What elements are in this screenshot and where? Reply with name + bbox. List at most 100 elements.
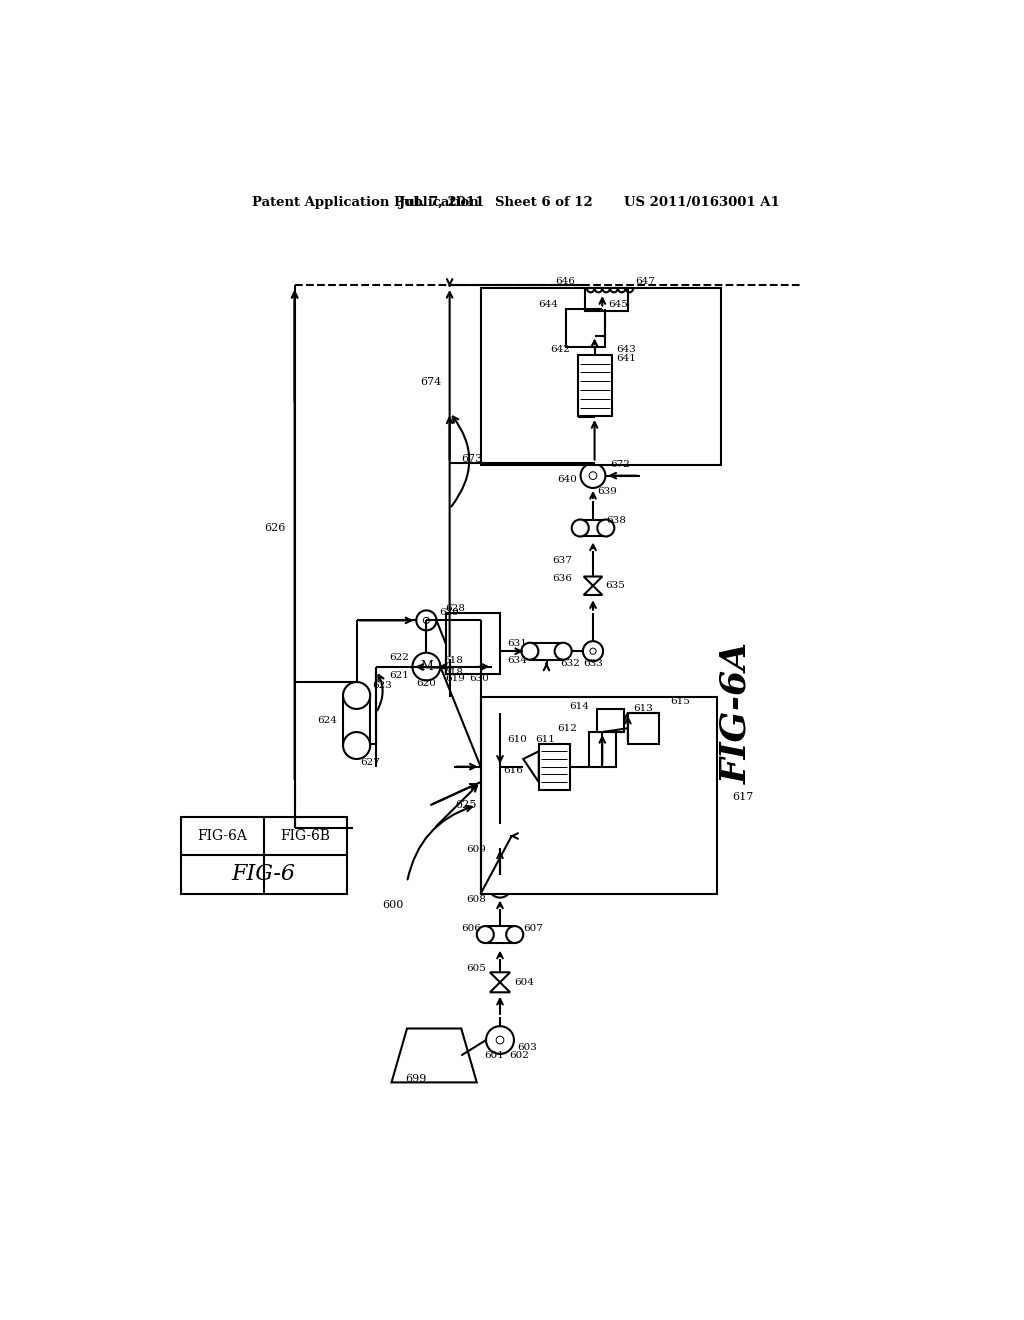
Circle shape — [496, 832, 504, 840]
Text: 646: 646 — [555, 277, 575, 286]
Text: US 2011/0163001 A1: US 2011/0163001 A1 — [624, 195, 779, 209]
Text: FIG-6A: FIG-6A — [197, 829, 247, 843]
Bar — [628, 713, 658, 743]
Text: M: M — [420, 660, 433, 673]
Circle shape — [496, 1036, 504, 1044]
Ellipse shape — [571, 520, 589, 536]
Bar — [566, 309, 604, 347]
Text: 624: 624 — [317, 715, 337, 725]
Text: 631: 631 — [507, 639, 527, 648]
Text: 604: 604 — [514, 978, 534, 987]
Text: 637: 637 — [552, 556, 572, 565]
Text: 606: 606 — [461, 924, 480, 933]
Text: Patent Application Publication: Patent Application Publication — [252, 195, 479, 209]
Circle shape — [590, 648, 596, 655]
Text: 607: 607 — [523, 924, 543, 933]
Ellipse shape — [506, 927, 523, 942]
Text: 645: 645 — [608, 300, 629, 309]
Text: 642: 642 — [550, 345, 569, 354]
Text: 640: 640 — [558, 475, 578, 484]
Text: 618: 618 — [443, 656, 463, 665]
Bar — [180, 817, 347, 894]
Ellipse shape — [343, 733, 371, 759]
Circle shape — [423, 618, 429, 623]
Bar — [589, 733, 616, 767]
Text: 626: 626 — [264, 523, 286, 533]
Text: 627: 627 — [360, 759, 380, 767]
Text: FIG-6: FIG-6 — [231, 863, 296, 886]
Circle shape — [417, 610, 436, 631]
Polygon shape — [523, 751, 539, 781]
Bar — [529, 643, 563, 660]
Text: 613: 613 — [634, 705, 653, 713]
Text: 623: 623 — [372, 681, 392, 690]
Text: 625: 625 — [456, 800, 477, 810]
Circle shape — [486, 1026, 514, 1053]
Text: 630: 630 — [469, 673, 488, 682]
Text: 672: 672 — [610, 459, 630, 469]
Ellipse shape — [477, 927, 494, 942]
Text: 643: 643 — [616, 345, 636, 354]
Text: 618: 618 — [443, 668, 463, 677]
Text: 636: 636 — [552, 574, 572, 582]
Circle shape — [581, 463, 605, 488]
Text: 621: 621 — [389, 672, 410, 680]
Ellipse shape — [597, 520, 614, 536]
Text: 635: 635 — [605, 581, 626, 590]
Polygon shape — [584, 586, 602, 595]
Polygon shape — [489, 982, 510, 993]
Text: 603: 603 — [517, 1043, 537, 1052]
Circle shape — [488, 825, 512, 847]
Polygon shape — [584, 577, 602, 586]
Text: 602: 602 — [509, 1051, 529, 1060]
Text: 601: 601 — [484, 1051, 504, 1060]
Text: Jul. 7, 2011: Jul. 7, 2011 — [399, 195, 484, 209]
Text: 612: 612 — [558, 723, 578, 733]
Bar — [578, 355, 612, 416]
Text: 644: 644 — [539, 300, 558, 309]
Bar — [343, 696, 371, 746]
Text: 633: 633 — [583, 659, 603, 668]
Text: FIG-6A: FIG-6A — [720, 642, 754, 784]
Text: 610: 610 — [507, 735, 527, 744]
Bar — [485, 927, 515, 942]
Text: 641: 641 — [616, 354, 636, 363]
Text: 619: 619 — [445, 673, 466, 682]
Text: 605: 605 — [466, 964, 486, 973]
Text: 674: 674 — [421, 376, 442, 387]
Bar — [445, 612, 500, 675]
Circle shape — [413, 653, 440, 681]
Bar — [597, 709, 624, 733]
Bar — [581, 520, 606, 536]
Circle shape — [488, 874, 512, 898]
Bar — [480, 697, 717, 894]
Text: 600: 600 — [383, 900, 403, 911]
Text: Sheet 6 of 12: Sheet 6 of 12 — [496, 195, 593, 209]
Bar — [480, 288, 721, 465]
Text: 608: 608 — [466, 895, 486, 904]
Ellipse shape — [343, 682, 371, 709]
Bar — [539, 743, 569, 789]
Text: 673: 673 — [461, 454, 482, 463]
Circle shape — [589, 471, 597, 479]
Text: 629: 629 — [438, 609, 459, 618]
Text: 647: 647 — [636, 277, 655, 286]
Bar — [586, 288, 628, 312]
Text: 617: 617 — [732, 792, 754, 803]
Circle shape — [496, 882, 504, 890]
Ellipse shape — [555, 643, 571, 660]
Text: 628: 628 — [445, 605, 466, 614]
Text: 632: 632 — [561, 659, 581, 668]
Polygon shape — [489, 973, 510, 982]
Text: 699: 699 — [406, 1073, 426, 1084]
Text: 615: 615 — [671, 697, 690, 706]
Text: FIG-6B: FIG-6B — [281, 829, 331, 843]
Text: 611: 611 — [535, 735, 555, 744]
Text: 622: 622 — [389, 653, 410, 661]
Text: 609: 609 — [466, 845, 486, 854]
Ellipse shape — [521, 643, 539, 660]
Text: 616: 616 — [504, 766, 523, 775]
Text: 634: 634 — [507, 656, 527, 665]
Polygon shape — [391, 1028, 477, 1082]
Text: 620: 620 — [417, 678, 436, 688]
